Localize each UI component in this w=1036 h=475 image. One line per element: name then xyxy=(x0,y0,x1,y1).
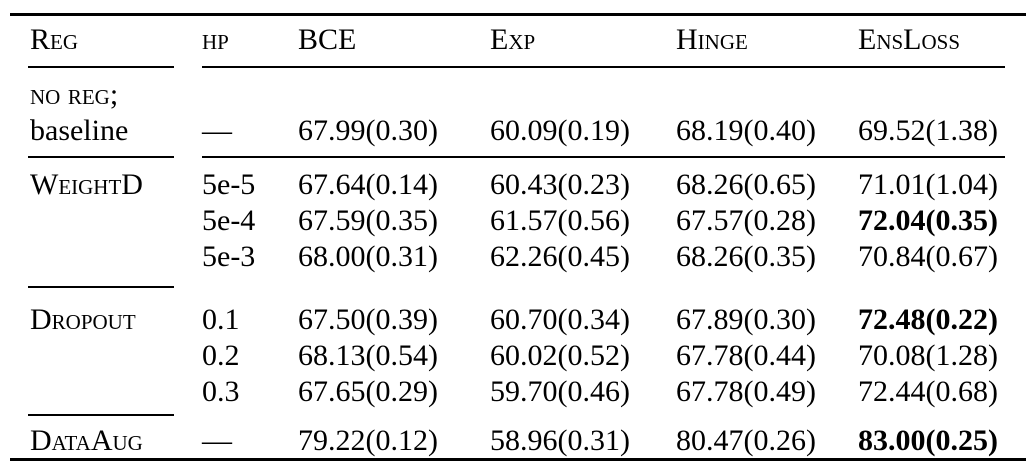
col-header-reg: Reg xyxy=(30,23,79,56)
dropout-row3-hp: 0.3 xyxy=(202,375,240,408)
dataaug-hp: — xyxy=(202,424,232,457)
dropout-row3-exp: 59.70(0.46) xyxy=(490,375,630,408)
weightd-row1-ensloss: 71.01(1.04) xyxy=(858,168,998,201)
baseline-rule-col1 xyxy=(28,156,174,158)
dataaug-ensloss-best: 83.00(0.25) xyxy=(858,424,998,457)
weightd-row3-hp: 5e-3 xyxy=(202,240,256,273)
dropout-row2-exp: 60.02(0.52) xyxy=(490,339,630,372)
weightd-rule-col1 xyxy=(28,286,174,288)
dropout-row3-ensloss: 72.44(0.68) xyxy=(858,375,998,408)
baseline-ensloss: 69.52(1.38) xyxy=(858,114,998,147)
dropout-row2-ensloss: 70.08(1.28) xyxy=(858,339,998,372)
weightd-row3-hinge: 68.26(0.35) xyxy=(676,240,816,273)
header-rule-col1 xyxy=(28,66,174,68)
baseline-bce: 67.99(0.30) xyxy=(298,114,438,147)
dropout-row1-exp: 60.70(0.34) xyxy=(490,303,630,336)
baseline-exp: 60.09(0.19) xyxy=(490,114,630,147)
weightd-row3-bce: 68.00(0.31) xyxy=(298,240,438,273)
baseline-hinge: 68.19(0.40) xyxy=(676,114,816,147)
top-rule xyxy=(10,13,1026,16)
weightd-row1-hp: 5e-5 xyxy=(202,168,256,201)
baseline-hp: — xyxy=(202,114,232,147)
weightd-row3-ensloss: 70.84(0.67) xyxy=(858,240,998,273)
dataaug-exp: 58.96(0.31) xyxy=(490,424,630,457)
dropout-row1-ensloss-best: 72.48(0.22) xyxy=(858,303,998,336)
dropout-row1-hinge: 67.89(0.30) xyxy=(676,303,816,336)
dropout-row1-hp: 0.1 xyxy=(202,303,240,336)
dropout-row2-bce: 68.13(0.54) xyxy=(298,339,438,372)
col-header-ensloss: EnsLoss xyxy=(858,23,961,56)
col-header-hinge: Hinge xyxy=(676,23,748,56)
row-label-no-reg: no reg; xyxy=(30,78,119,111)
weightd-row1-hinge: 68.26(0.65) xyxy=(676,168,816,201)
col-header-bce: BCE xyxy=(298,23,357,56)
dropout-row3-hinge: 67.78(0.49) xyxy=(676,375,816,408)
dropout-row3-bce: 67.65(0.29) xyxy=(298,375,438,408)
row-label-dropout: Dropout xyxy=(30,303,136,336)
row-label-baseline: baseline xyxy=(30,114,129,147)
weightd-row1-exp: 60.43(0.23) xyxy=(490,168,630,201)
weightd-row2-bce: 67.59(0.35) xyxy=(298,204,438,237)
weightd-row2-hp: 5e-4 xyxy=(202,204,256,237)
weightd-row2-hinge: 67.57(0.28) xyxy=(676,204,816,237)
dropout-row2-hinge: 67.78(0.44) xyxy=(676,339,816,372)
dropout-rule-col1 xyxy=(28,414,174,416)
weightd-row1-bce: 67.64(0.14) xyxy=(298,168,438,201)
header-rule-cols2-6 xyxy=(202,66,1005,68)
weightd-row3-exp: 62.26(0.45) xyxy=(490,240,630,273)
dropout-row1-bce: 67.50(0.39) xyxy=(298,303,438,336)
row-label-weightd: WeightD xyxy=(30,168,143,201)
dropout-row2-hp: 0.2 xyxy=(202,339,240,372)
weightd-row2-exp: 61.57(0.56) xyxy=(490,204,630,237)
weightd-row2-ensloss-best: 72.04(0.35) xyxy=(858,204,998,237)
baseline-rule-cols2-6 xyxy=(202,156,1005,158)
dataaug-bce: 79.22(0.12) xyxy=(298,424,438,457)
col-header-exp: Exp xyxy=(490,23,536,56)
dataaug-hinge: 80.47(0.26) xyxy=(676,424,816,457)
col-header-hp: hp xyxy=(202,23,229,56)
row-label-dataaug: DataAug xyxy=(30,424,143,457)
bottom-rule xyxy=(10,458,1026,461)
